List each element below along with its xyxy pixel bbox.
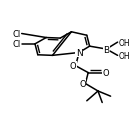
Text: B: B	[103, 45, 109, 54]
Text: OH: OH	[119, 38, 131, 47]
Text: Cl: Cl	[12, 40, 20, 49]
Text: N: N	[76, 49, 82, 57]
Text: OH: OH	[119, 51, 131, 60]
Text: O: O	[79, 79, 86, 88]
Text: Cl: Cl	[12, 30, 20, 39]
Text: O: O	[102, 69, 109, 77]
Text: O: O	[69, 62, 76, 71]
